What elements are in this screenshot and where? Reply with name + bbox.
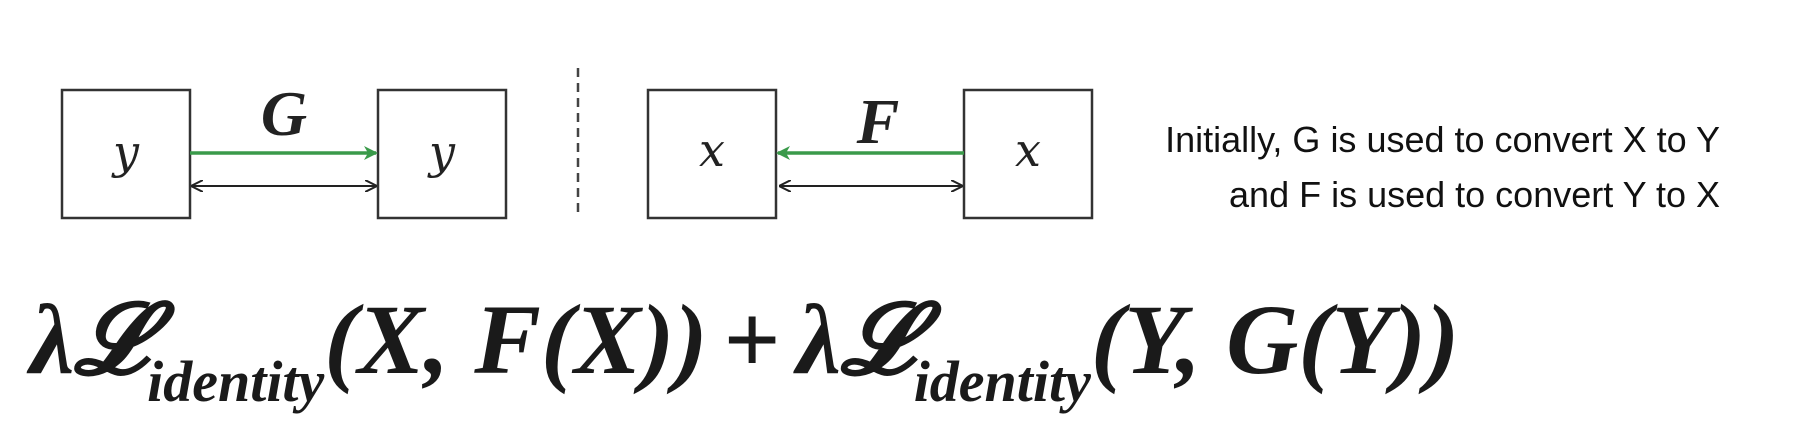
term1-subscript: identity (147, 349, 325, 414)
caption-line-1: Initially, G is used to convert X to Y (1165, 119, 1720, 160)
left-input-label: y (111, 125, 140, 179)
right-panel: x x F (646, 86, 1094, 220)
left-panel: y y G (60, 78, 508, 220)
identity-loss-formula: λ𝓛identity(X, F(X)) + λ𝓛identity(Y, G(Y)) (30, 280, 1459, 414)
right-output-label: x (699, 123, 725, 177)
term2-subscript: identity (913, 349, 1091, 414)
caption-line-2: and F is used to convert Y to X (1229, 174, 1720, 215)
caption: Initially, G is used to convert X to Y a… (1165, 112, 1720, 222)
left-output-label: y (427, 125, 456, 179)
g-function-label: G (261, 78, 307, 149)
right-input-label: x (1015, 123, 1041, 177)
term2-args: (Y, G(Y)) (1090, 284, 1460, 395)
term1-prefix: λ𝓛 (30, 284, 148, 395)
left-output-box (376, 88, 508, 220)
f-function-label: F (856, 86, 900, 157)
right-output-box (646, 88, 778, 220)
right-input-box (962, 88, 1094, 220)
plus-operator: + (723, 284, 781, 395)
left-input-box (60, 88, 192, 220)
term1-args: (X, F(X)) (324, 284, 708, 395)
term2-prefix: λ𝓛 (796, 284, 914, 395)
